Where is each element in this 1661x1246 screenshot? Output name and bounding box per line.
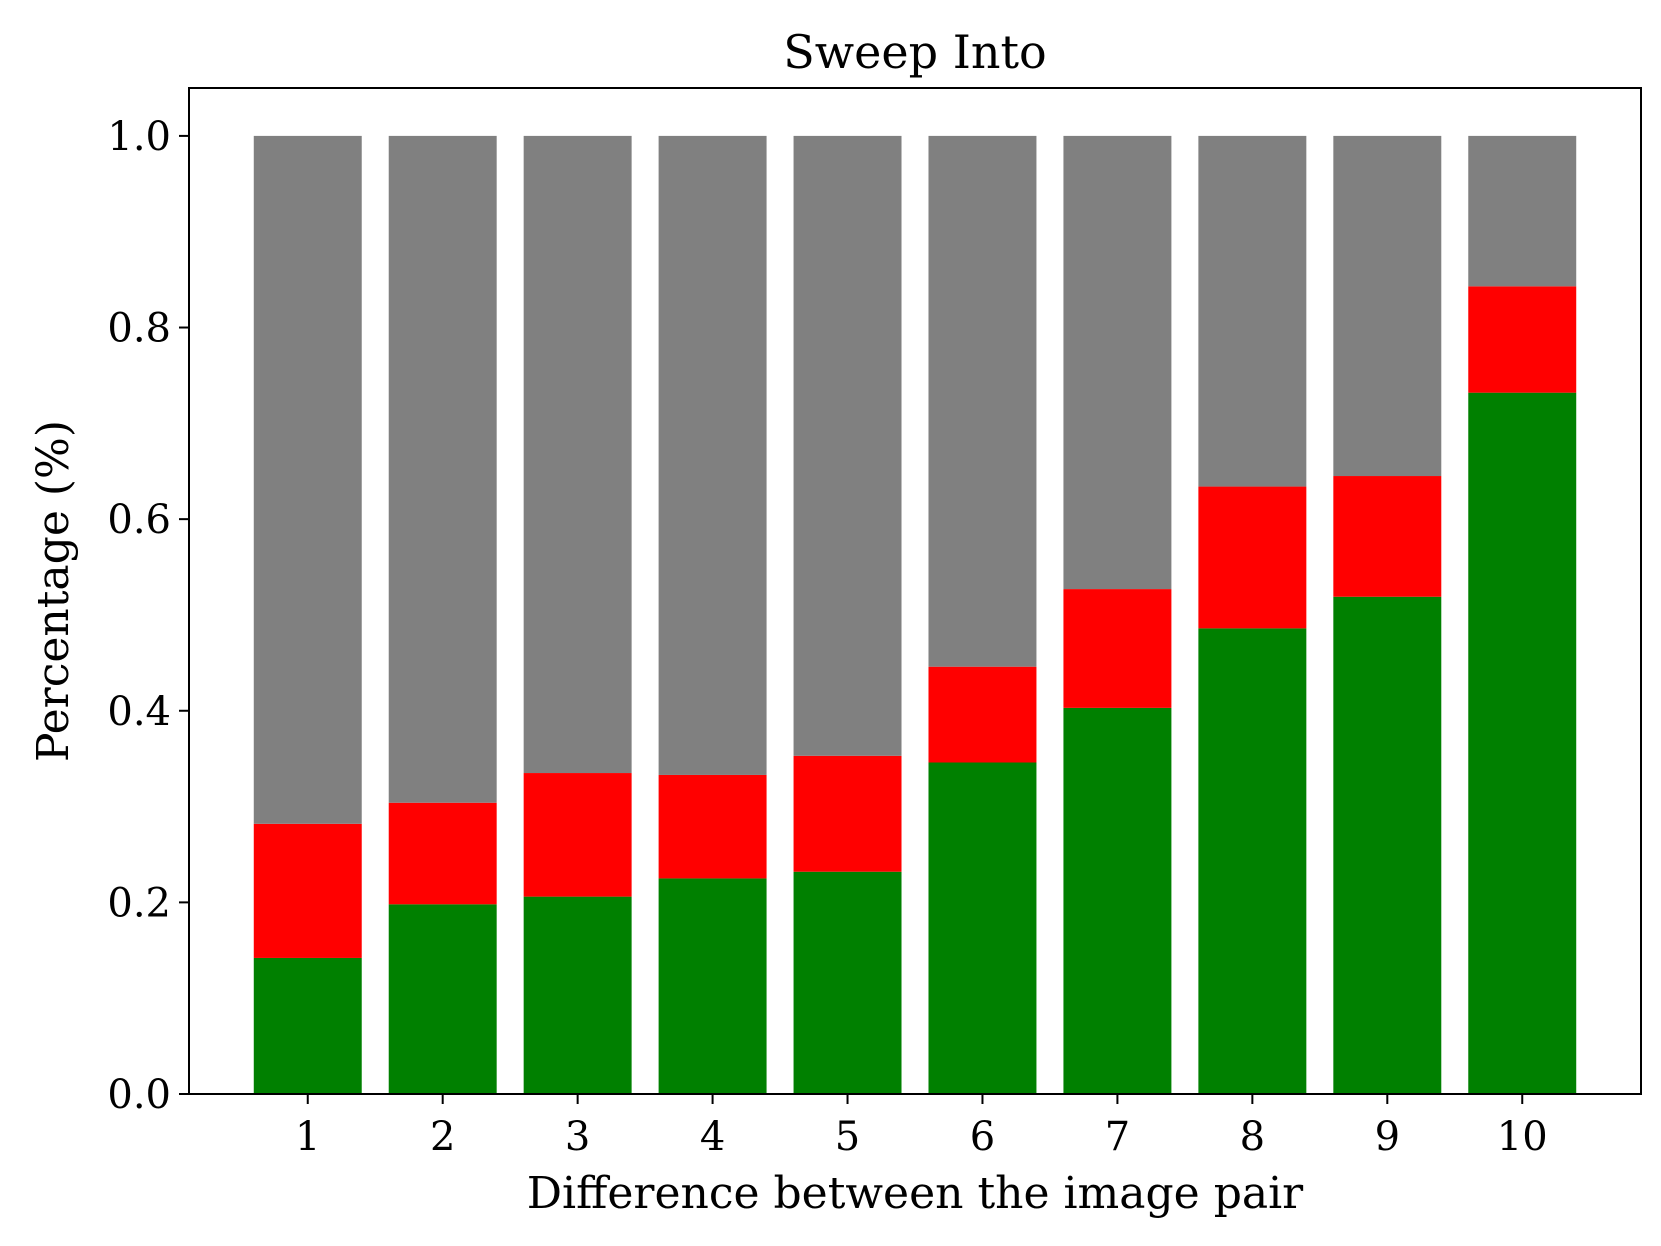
bar-segment-1-2: [253, 823, 362, 958]
x-tick-label: 8: [1240, 1114, 1265, 1160]
bar-segment-5-2: [793, 755, 902, 872]
y-axis-label: Percentage (%): [28, 420, 79, 762]
y-tick-label: 1.0: [107, 114, 171, 160]
x-axis: 1 2 3 4 5 6 7 8 9 10: [295, 1094, 1548, 1160]
bar-segment-1-3: [253, 135, 362, 824]
bar-segment-9-2: [1333, 476, 1442, 597]
x-tick-label: 6: [970, 1114, 995, 1160]
x-tick-label: 10: [1497, 1114, 1548, 1160]
bar-segment-10-3: [1468, 135, 1577, 287]
bar-segment-4-3: [658, 135, 767, 775]
x-tick-label: 9: [1375, 1114, 1400, 1160]
bar-segment-7-1: [1063, 707, 1172, 1094]
y-tick-label: 0.6: [107, 497, 171, 543]
x-tick-label: 2: [430, 1114, 455, 1160]
bar-segment-10-2: [1468, 286, 1577, 393]
bar-segment-7-3: [1063, 135, 1172, 590]
bars: [253, 135, 1577, 1094]
bar-segment-9-1: [1333, 596, 1442, 1094]
bar-segment-8-3: [1198, 135, 1307, 487]
bar-segment-8-2: [1198, 486, 1307, 629]
bar-segment-5-1: [793, 871, 902, 1094]
bar-segment-4-2: [658, 774, 767, 879]
bar-segment-7-2: [1063, 589, 1172, 708]
bar-segment-2-1: [388, 904, 497, 1094]
bar-segment-10-1: [1468, 392, 1577, 1094]
bar-segment-1-1: [253, 957, 362, 1094]
x-tick-label: 5: [835, 1114, 860, 1160]
x-tick-label: 7: [1105, 1114, 1130, 1160]
bar-segment-6-1: [928, 762, 1037, 1094]
bar-segment-5-3: [793, 135, 902, 756]
bar-segment-3-1: [523, 896, 632, 1094]
x-tick-label: 1: [295, 1114, 320, 1160]
plot-frame: [188, 87, 1642, 1095]
x-tick-label: 4: [700, 1114, 725, 1160]
y-axis: 0.0 0.2 0.4 0.6 0.8 1.0: [107, 114, 189, 1118]
bar-segment-6-2: [928, 666, 1037, 763]
bar-segment-2-3: [388, 135, 497, 803]
y-tick-label: 0.2: [107, 880, 171, 926]
bar-segment-3-3: [523, 135, 632, 774]
bar-segment-4-1: [658, 878, 767, 1094]
y-tick-label: 0.4: [107, 689, 171, 735]
y-tick-label: 0.8: [107, 306, 171, 352]
bar-segment-3-2: [523, 773, 632, 897]
bar-segment-6-3: [928, 135, 1037, 667]
chart-title: Sweep Into: [783, 25, 1046, 79]
x-tick-label: 3: [565, 1114, 590, 1160]
bar-segment-9-3: [1333, 135, 1442, 477]
x-axis-label: Difference between the image pair: [527, 1168, 1304, 1219]
y-tick-label: 0.0: [107, 1072, 171, 1118]
bar-segment-2-2: [388, 802, 497, 905]
bar-segment-8-1: [1198, 628, 1307, 1094]
